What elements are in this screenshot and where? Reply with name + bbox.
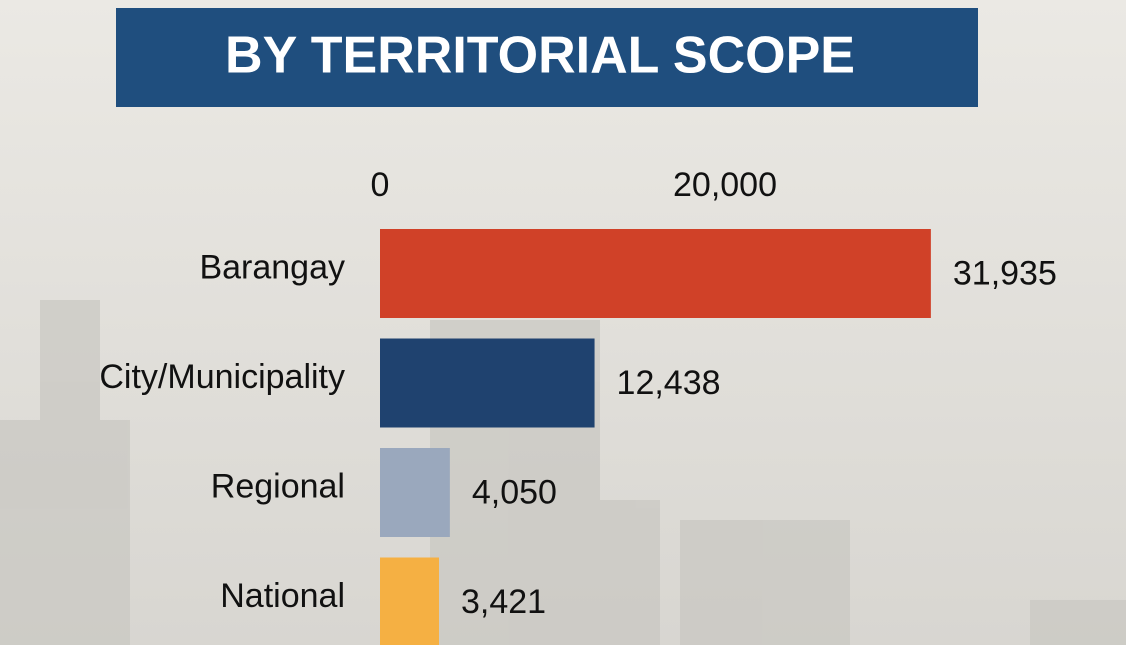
y-tick-label: Barangay bbox=[199, 248, 345, 286]
y-tick-label: National bbox=[220, 577, 345, 615]
value-label: 3,421 bbox=[461, 583, 546, 621]
bar bbox=[380, 229, 931, 318]
value-label: 31,935 bbox=[953, 254, 1057, 292]
title-box bbox=[116, 8, 978, 107]
y-tick-label: City/Municipality bbox=[99, 358, 345, 396]
bar bbox=[380, 338, 595, 428]
chart-title: BY TERRITORIAL SCOPE bbox=[225, 27, 855, 85]
value-label: 4,050 bbox=[472, 473, 557, 511]
x-tick-label: 0 bbox=[371, 166, 390, 204]
x-tick-label: 20,000 bbox=[673, 166, 777, 204]
bar bbox=[380, 557, 440, 645]
y-tick-label: Regional bbox=[211, 467, 345, 505]
bar bbox=[380, 448, 450, 537]
value-label: 12,438 bbox=[617, 364, 721, 402]
